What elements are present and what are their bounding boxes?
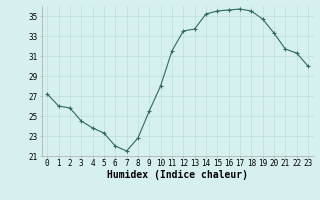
- X-axis label: Humidex (Indice chaleur): Humidex (Indice chaleur): [107, 170, 248, 180]
